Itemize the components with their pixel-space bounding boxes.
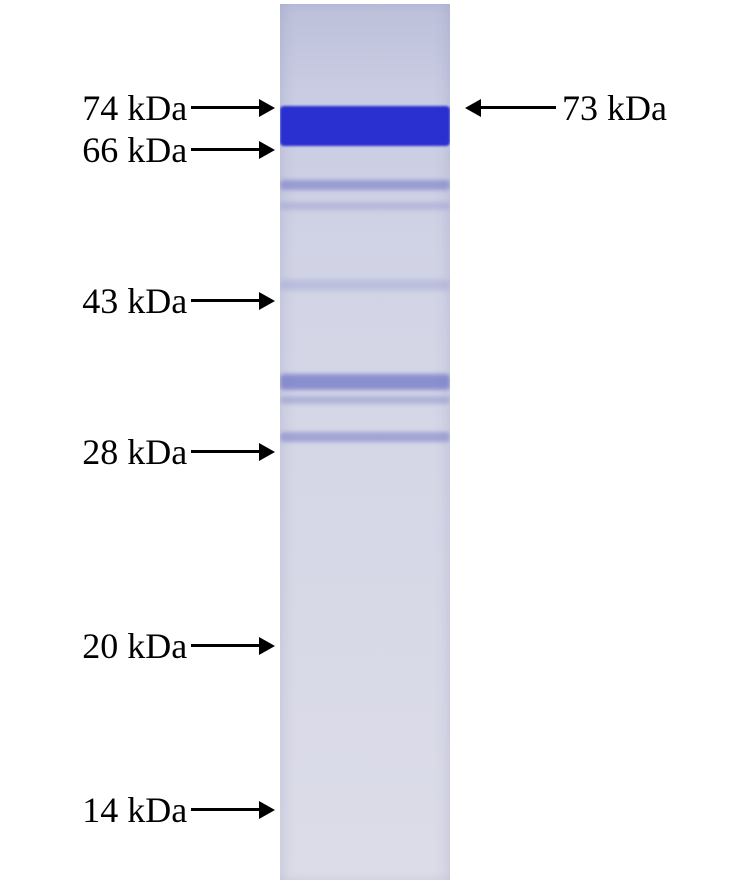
marker-left-label-3: 28 kDa [0,431,187,473]
marker-left-0: 74 kDa [0,86,274,129]
gel-band-6 [280,432,450,442]
gel-band-1 [280,180,450,190]
marker-left-label-4: 20 kDa [0,625,187,667]
marker-left-label-1: 66 kDa [0,129,187,171]
gel-band-4 [280,374,450,390]
arrow-right-icon [191,644,274,647]
arrow-right-icon [191,450,274,453]
marker-left-3: 28 kDa [0,430,274,473]
arrow-right-icon [191,148,274,151]
arrow-left-icon [466,106,556,109]
gel-lane-inner [280,4,450,880]
arrow-right-icon [191,106,274,109]
gel-band-5 [280,396,450,404]
marker-left-label-0: 74 kDa [0,87,187,129]
gel-figure: { "figure": { "width_px": 740, "height_p… [0,0,740,884]
gel-band-0 [280,106,450,146]
marker-right-label-0: 73 kDa [562,87,667,129]
marker-left-2: 43 kDa [0,279,274,322]
marker-left-5: 14 kDa [0,788,274,831]
marker-right-0: 73 kDa [466,86,667,129]
marker-left-label-2: 43 kDa [0,280,187,322]
gel-band-2 [280,202,450,210]
arrow-right-icon [191,808,274,811]
gel-band-3 [280,280,450,290]
marker-left-4: 20 kDa [0,624,274,667]
arrow-right-icon [191,299,274,302]
marker-left-1: 66 kDa [0,128,274,171]
gel-lane [280,4,450,880]
marker-left-label-5: 14 kDa [0,789,187,831]
